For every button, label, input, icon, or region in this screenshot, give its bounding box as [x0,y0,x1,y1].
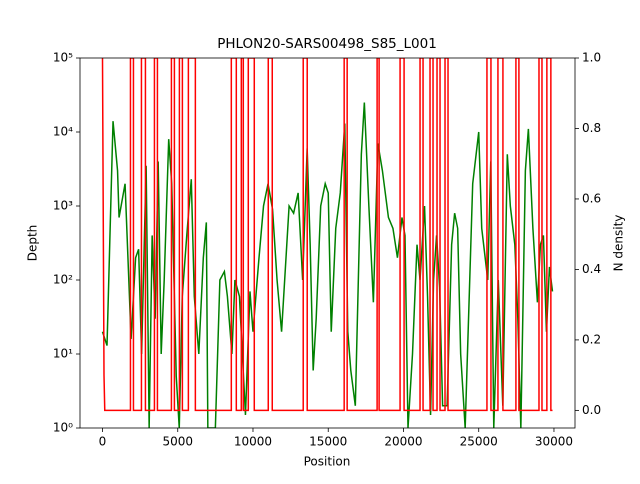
y2-tick-label: 0.0 [582,403,601,417]
data-line [101,58,553,412]
y2-tick-label: 1.0 [582,51,601,65]
x-tick-label: 10000 [234,435,272,449]
y-tick-label: 10² [53,273,73,287]
y-tick-label: 10⁴ [53,125,73,139]
x-tick-label: 20000 [384,435,422,449]
y2-tick-label: 0.6 [582,191,601,205]
y2-tick-label: 0.2 [582,332,601,346]
y-tick-label: 10¹ [53,347,73,361]
x-tick-label: 5000 [162,435,193,449]
y-tick-label: 10⁵ [53,51,73,65]
x-tick-label: 30000 [535,435,573,449]
y-tick-label: 10⁰ [53,421,73,435]
chart-title: PHLON20-SARS00498_S85_L001 [217,36,437,52]
y2-axis-label: N density [612,215,626,272]
y-tick-label: 10³ [53,199,73,213]
x-tick-label: 0 [99,435,107,449]
y-axis-label: Depth [26,225,40,262]
y2-tick-label: 0.4 [582,262,601,276]
x-axis-label: Position [304,455,351,469]
x-tick-label: 25000 [460,435,498,449]
x-tick-label: 15000 [309,435,347,449]
y2-tick-label: 0.8 [582,121,601,135]
axes-frame [79,57,576,429]
